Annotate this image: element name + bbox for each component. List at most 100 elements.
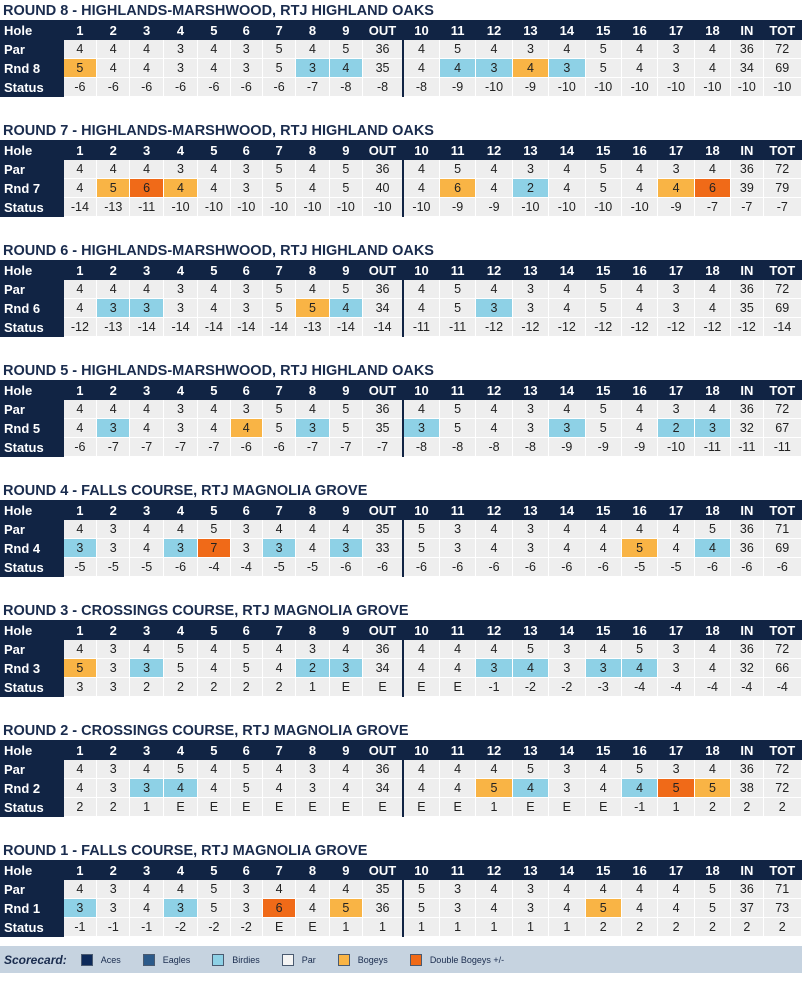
scorecard-table: Hole 1 2 3 4 5 6 7 8 9 OUT 10 11 12 13 14 15 16 17 18 IN TOT P… [0,500,802,577]
score-cell: 2 [96,740,131,760]
score-cell: -5 [62,557,98,577]
score-cell: 3 [657,399,695,419]
score-cell: E [438,797,477,817]
score-cell: 9 [328,860,364,880]
score-cell: E [261,797,297,817]
score-cell: 4 [62,519,98,539]
score-cell: 4 [62,418,98,438]
score-cell: 4 [401,298,440,318]
score-cell: 4 [162,740,199,760]
score-cell: 2 [96,140,131,160]
legend-label: Eagles [162,954,191,965]
score-cell: 34 [362,658,404,678]
score-cell: -14 [261,317,297,337]
score-row: Rnd 1 3 3 4 3 5 3 6 4 5 36 5 3 4 3 4 5 4 4 5 37 73 [0,898,802,918]
score-cell: 14 [548,20,586,40]
score-cell: 5 [657,778,695,798]
score-cell: 4 [475,538,513,558]
legend-item-bogeys: Bogeys [337,953,388,966]
score-cell: 11 [438,260,477,280]
score-cell: 36 [730,519,764,539]
score-cell: 4 [295,178,330,198]
row-label: Rnd 2 [0,778,64,798]
score-cell: 3 [129,20,164,40]
score-cell: -9 [548,437,586,457]
score-cell: 36 [730,159,764,179]
legend-item-double-bogeys: Double Bogeys +/- [409,953,504,966]
score-cell: 5 [584,898,622,918]
score-cell: 7 [261,140,297,160]
score-cell: -12 [548,317,586,337]
hole-row: Hole 1 2 3 4 5 6 7 8 9 OUT 10 11 12 13 14 15 16 17 18 IN TOT [0,260,802,280]
score-cell: -9 [620,437,659,457]
score-cell: -6 [129,77,164,97]
score-cell: 4 [328,879,364,899]
score-cell: E [328,677,364,697]
score-cell: 4 [584,538,622,558]
score-cell: 4 [548,879,586,899]
score-cell: 12 [475,500,513,520]
scorecard-table: Hole 1 2 3 4 5 6 7 8 9 OUT 10 11 12 13 14 15 16 17 18 IN TOT P… [0,860,802,937]
score-cell: 1 [62,620,98,640]
score-cell: OUT [362,740,404,760]
score-cell: 4 [295,538,330,558]
score-cell: -10 [401,197,440,217]
score-cell: 5 [438,39,477,59]
score-cell: 4 [584,879,622,899]
score-cell: 4 [328,519,364,539]
score-cell: 3 [584,658,622,678]
score-cell: -14 [362,317,404,337]
score-cell: 4 [129,58,164,78]
scorecard-rounds: ROUND 8 - HIGHLANDS-MARSHWOOD, RTJ HIGHL… [0,3,802,937]
score-cell: 7 [261,20,297,40]
score-cell: -12 [730,317,764,337]
score-cell: 3 [162,298,199,318]
score-cell: 4 [129,759,164,779]
score-cell: 4 [620,279,659,299]
score-cell: 3 [162,399,199,419]
score-cell: 10 [401,500,440,520]
status-row: Status -1 -1 -1 -2 -2 -2 E E 1 1 1 1 1 1 1 2 2 2 2 2 2 [0,917,802,937]
round-section: ROUND 5 - HIGHLANDS-MARSHWOOD, RTJ HIGHL… [0,360,802,480]
score-cell: 1 [475,917,513,937]
score-row: Rnd 2 4 3 3 4 4 5 4 3 4 34 4 4 5 4 3 4 4 5 5 38 72 [0,778,802,798]
score-cell: 5 [328,898,364,918]
hole-row: Hole 1 2 3 4 5 6 7 8 9 OUT 10 11 12 13 14 15 16 17 18 IN TOT [0,620,802,640]
score-cell: 4 [162,20,199,40]
score-cell: 4 [129,519,164,539]
row-label: Status [0,77,64,97]
score-cell: 4 [657,898,695,918]
score-cell: 3 [162,418,199,438]
score-cell: 72 [762,759,802,779]
score-cell: 33 [362,538,404,558]
score-cell: 2 [730,797,764,817]
score-cell: 4 [96,39,131,59]
score-cell: 35 [362,879,404,899]
score-cell: 3 [438,879,477,899]
score-cell: 5 [511,759,550,779]
row-label: Rnd 7 [0,178,64,198]
score-cell: 4 [475,519,513,539]
score-cell: 5 [328,279,364,299]
score-cell: 3 [96,639,131,659]
score-cell: 3 [229,178,263,198]
score-cell: 4 [62,159,98,179]
score-cell: IN [730,260,764,280]
score-cell: 4 [511,658,550,678]
score-cell: -1 [475,677,513,697]
score-cell: 3 [129,740,164,760]
score-cell: E [295,797,330,817]
score-cell: 4 [129,538,164,558]
score-cell: 15 [584,860,622,880]
score-cell: 3 [129,298,164,318]
score-cell: 36 [362,898,404,918]
row-label: Status [0,437,64,457]
score-cell: 17 [657,860,695,880]
score-cell: 14 [548,140,586,160]
row-label: Rnd 5 [0,418,64,438]
round-title: ROUND 3 - CROSSINGS COURSE, RTJ MAGNOLIA… [3,603,409,619]
score-cell: 3 [295,639,330,659]
score-cell: 5 [584,279,622,299]
score-cell: 4 [62,778,98,798]
score-cell: 5 [229,658,263,678]
